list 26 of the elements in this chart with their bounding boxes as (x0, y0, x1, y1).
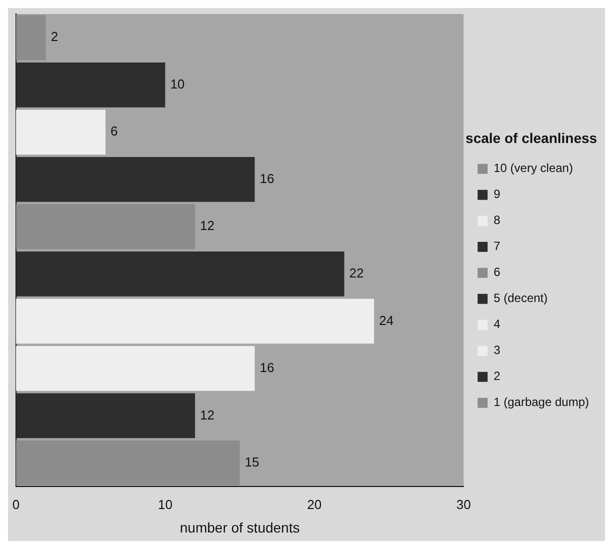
data-label: 24 (379, 312, 394, 328)
legend-label: 5 (decent) (494, 291, 548, 306)
data-label: 12 (200, 407, 215, 422)
data-label: 12 (200, 218, 215, 234)
legend-title: scale of cleanliness (466, 130, 598, 146)
data-label: 22 (349, 266, 364, 281)
data-label: 16 (260, 170, 274, 186)
legend-label: 2 (494, 369, 501, 384)
data-label: 16 (260, 360, 274, 376)
data-label: 10 (170, 76, 185, 92)
data-label: 2 (50, 29, 58, 44)
legend-label: 7 (494, 239, 501, 254)
legend-label: 6 (494, 265, 501, 280)
x-tick-label: 10 (158, 496, 172, 512)
data-label: 15 (244, 454, 260, 470)
x-tick-label: 0 (12, 496, 20, 512)
x-axis-title: number of students (180, 519, 300, 536)
legend-label: 4 (494, 317, 501, 332)
legend-label: 1 (garbage dump) (494, 395, 590, 410)
legend-label: 8 (494, 213, 501, 228)
legend-label: 10 (very clean) (494, 161, 573, 176)
x-tick-label: 20 (307, 496, 322, 512)
data-label: 6 (110, 124, 118, 139)
legend-label: 9 (494, 187, 501, 202)
x-tick-label: 30 (456, 496, 471, 512)
legend-label: 3 (494, 343, 501, 358)
